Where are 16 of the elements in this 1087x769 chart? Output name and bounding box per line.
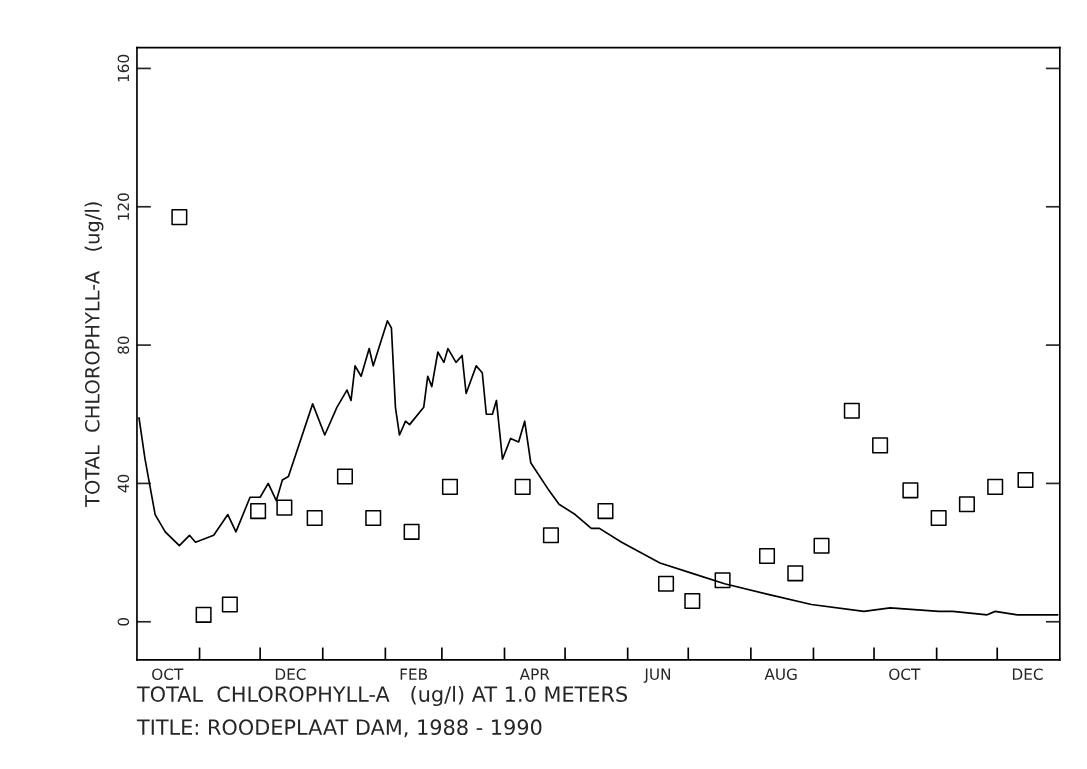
y-tick-label: 120 bbox=[117, 193, 130, 220]
x-tick-label: JUN bbox=[643, 668, 671, 683]
y-tick-label: 80 bbox=[117, 336, 130, 354]
y-tick-label: 40 bbox=[117, 474, 130, 493]
x-tick-label: AUG bbox=[764, 668, 797, 680]
text: TITLE: ROODEPLAAT DAM, 1988 - 1990 bbox=[136, 719, 542, 738]
x-tick-label: OCT bbox=[152, 668, 184, 680]
x-tick-label: DEC bbox=[275, 668, 306, 680]
x-tick-label: DEC bbox=[1012, 668, 1043, 680]
y-axis-title: TOTAL CHLOROPHYLL-A (ug/l) bbox=[84, 202, 104, 507]
x-axis-title: TOTAL CHLOROPHYLL-A (ug/l) AT 1.0 METERS bbox=[136, 685, 628, 707]
x-tick-label: APR bbox=[519, 668, 550, 680]
y-tick-label: 160 bbox=[117, 54, 130, 82]
x-tick-label: FEB bbox=[400, 668, 427, 680]
x-tick-label: OCT bbox=[889, 668, 921, 680]
y-tick-label: 0 bbox=[117, 617, 130, 626]
